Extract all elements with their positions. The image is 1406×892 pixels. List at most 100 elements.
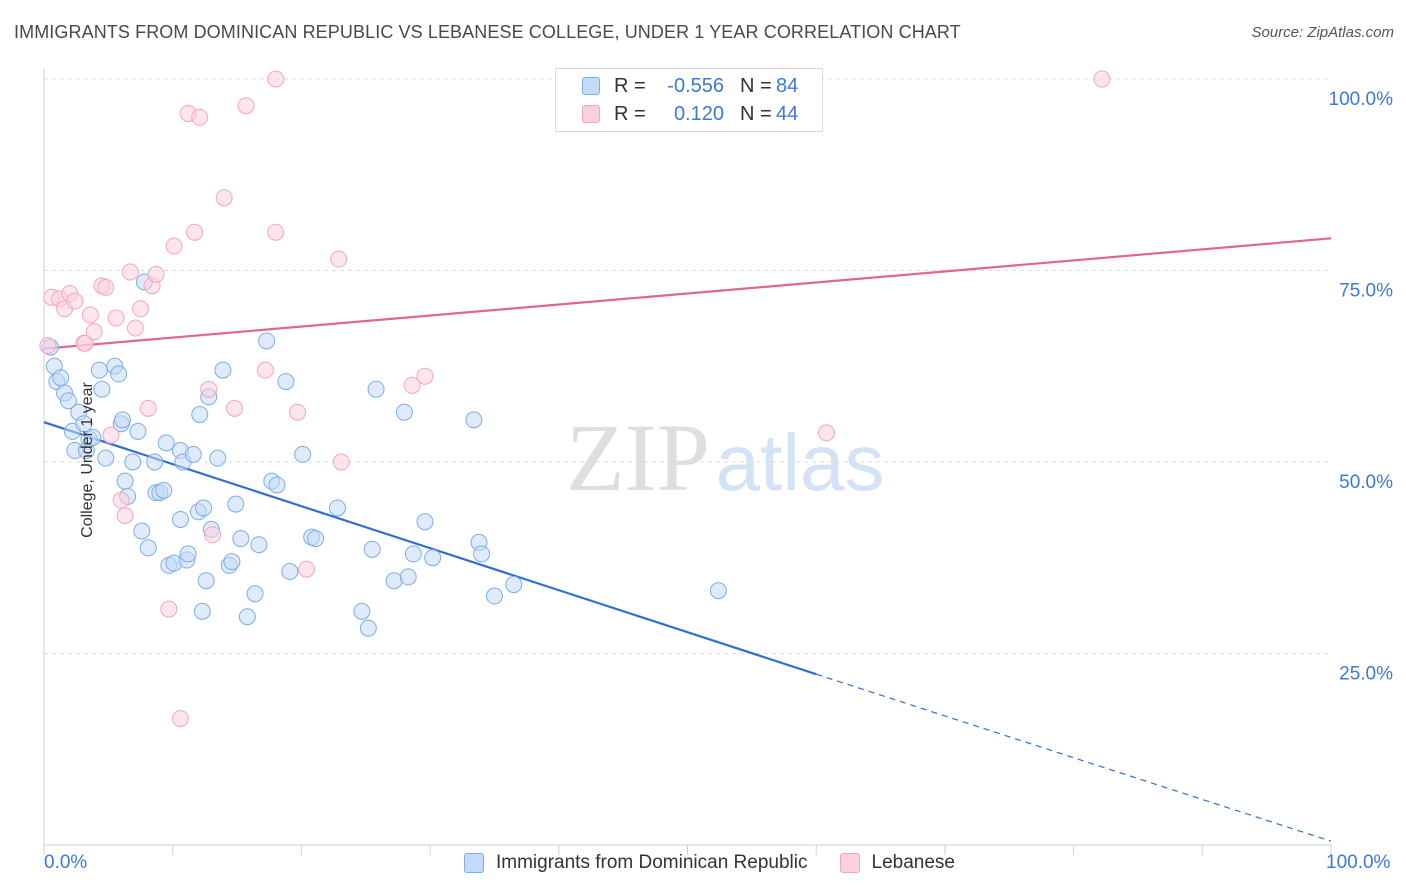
lebanese-point — [147, 265, 165, 283]
dominican-point — [367, 380, 385, 398]
lebanese-point — [416, 367, 434, 385]
dominican-point — [359, 619, 377, 637]
dominican-point — [75, 415, 93, 433]
dominican-point — [232, 530, 250, 548]
lebanese-point — [403, 376, 421, 394]
lebanese-point — [107, 309, 125, 327]
lebanese-point — [171, 710, 189, 728]
dominican-point — [90, 361, 108, 379]
correlation-legend: R = -0.556 N = 84 R = 0.120 N = 44 — [555, 68, 823, 132]
series-legend: Immigrants from Dominican Republic Leban… — [464, 852, 987, 874]
dominican-point — [473, 545, 491, 563]
dominican-point — [709, 582, 727, 600]
dominican-trend-line — [43, 421, 817, 676]
legend-n-value-dominican: 84 — [776, 74, 799, 97]
y-tick-label: 25.0% — [1339, 664, 1393, 685]
lebanese-point — [289, 403, 307, 421]
y-tick-label: 100.0% — [1329, 89, 1394, 110]
dominican-point — [328, 499, 346, 517]
dominican-point — [268, 476, 286, 494]
dominican-point — [363, 540, 381, 558]
x-tick-label-min: 0.0% — [44, 852, 88, 873]
legend-n-label: N = — [740, 74, 772, 97]
dominican-point — [246, 585, 264, 603]
dominican-point — [465, 411, 483, 429]
lebanese-point — [165, 237, 183, 255]
legend-row-lebanese: R = 0.120 N = 44 — [582, 103, 798, 125]
y-tick-label: 75.0% — [1339, 281, 1393, 302]
source-label: Source: ZipAtlas.com — [1251, 24, 1394, 41]
dominican-point — [250, 536, 268, 554]
lebanese-point — [256, 361, 274, 379]
lebanese-point — [817, 424, 835, 442]
legend-row-dominican: R = -0.556 N = 84 — [582, 75, 798, 97]
lebanese-point — [116, 507, 134, 525]
lebanese-point — [215, 189, 233, 207]
y-axis-label: College, Under 1 year — [78, 382, 96, 538]
lebanese-point — [237, 97, 255, 115]
dominican-point — [353, 602, 371, 620]
dominican-point — [197, 572, 215, 590]
lebanese-point — [76, 334, 94, 352]
series-legend-label-dominican: Immigrants from Dominican Republic — [496, 852, 808, 873]
lebanese-point — [39, 337, 57, 355]
lebanese-point — [191, 108, 209, 126]
dominican-point — [258, 332, 276, 350]
dominican-point — [416, 513, 434, 531]
lebanese-point — [225, 399, 243, 417]
dominican-point — [179, 545, 197, 563]
dominican-point — [133, 522, 151, 540]
lebanese-point — [126, 319, 144, 337]
lebanese-point — [332, 453, 350, 471]
dominican-point — [157, 434, 175, 452]
dominican-point — [155, 481, 173, 499]
lebanese-point — [267, 223, 285, 241]
dominican-point — [395, 403, 413, 421]
x-tick-label-max: 100.0% — [1326, 852, 1391, 873]
lebanese-point — [112, 491, 130, 509]
dominican-point — [93, 380, 111, 398]
legend-swatch-lebanese — [582, 105, 600, 123]
lebanese-point — [200, 380, 218, 398]
dominican-point — [404, 545, 422, 563]
dominican-point — [223, 553, 241, 571]
legend-r-value-lebanese: 0.120 — [673, 102, 724, 125]
dominican-trend-extension — [816, 673, 1332, 842]
lebanese-point — [204, 526, 222, 544]
chart-title: IMMIGRANTS FROM DOMINICAN REPUBLIC VS LE… — [14, 22, 961, 42]
legend-n-value-lebanese: 44 — [776, 102, 799, 125]
dominican-point — [124, 453, 142, 471]
dominican-point — [191, 406, 209, 424]
series-legend-item-dominican[interactable]: Immigrants from Dominican Republic — [464, 852, 808, 874]
watermark-atlas: atlas — [716, 418, 885, 507]
dominican-point — [129, 422, 147, 440]
dominican-point — [294, 445, 312, 463]
dominican-point — [195, 499, 213, 517]
legend-r-value-dominican: -0.556 — [667, 74, 724, 97]
dominican-point — [139, 539, 157, 557]
dominican-point — [97, 449, 115, 467]
dominican-point — [505, 576, 523, 594]
series-legend-swatch-lebanese — [839, 853, 860, 873]
dominican-point — [52, 369, 70, 387]
dominican-point — [238, 608, 256, 626]
dominican-point — [184, 445, 202, 463]
dominican-point — [171, 510, 189, 528]
series-legend-item-lebanese[interactable]: Lebanese — [839, 852, 955, 874]
legend-r-label: R = — [614, 74, 646, 97]
lebanese-point — [81, 306, 99, 324]
dominican-point — [193, 602, 211, 620]
legend-swatch-dominican — [582, 77, 600, 95]
dominican-point — [307, 530, 325, 548]
lebanese-point — [97, 278, 115, 296]
dominican-point — [277, 373, 295, 391]
legend-n-label: N = — [740, 102, 772, 125]
series-legend-swatch-dominican — [464, 853, 484, 873]
lebanese-point — [1093, 70, 1111, 88]
lebanese-point — [267, 70, 285, 88]
watermark-zip: ZIP — [566, 404, 710, 511]
dominican-point — [116, 472, 134, 490]
lebanese-point — [132, 300, 150, 318]
legend-r-label: R = — [614, 102, 646, 125]
